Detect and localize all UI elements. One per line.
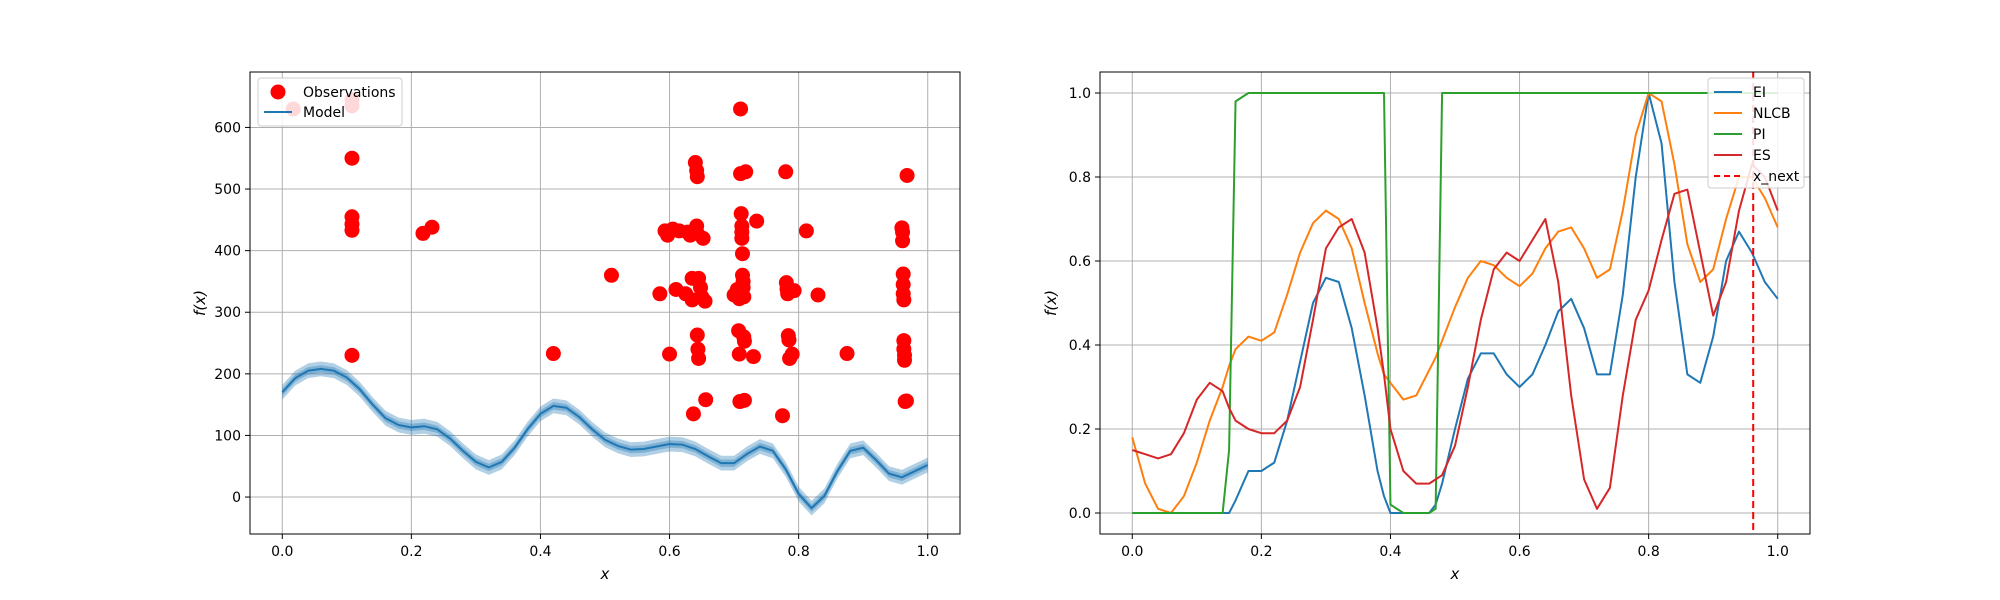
observation-point <box>691 350 707 366</box>
left-x-tick-label: 0.6 <box>658 544 680 560</box>
left-lines <box>281 367 929 510</box>
observation-point <box>545 346 561 362</box>
right-x-tick-label: 0.4 <box>1379 544 1401 560</box>
observation-point <box>344 150 360 166</box>
right-y-tick-label: 0.4 <box>1069 338 1091 354</box>
legend-observations-label: Observations <box>303 85 396 101</box>
right-plot-frame <box>1099 71 1811 535</box>
right-legend-box <box>1707 77 1805 189</box>
legend-x-next-label: x_next <box>1753 169 1800 185</box>
pi-line <box>1132 92 1778 514</box>
observation-point <box>689 327 705 343</box>
right-lines <box>1131 72 1779 534</box>
left-plot-frame <box>249 71 961 535</box>
left-y-tick-label: 200 <box>214 367 241 383</box>
observation-point <box>733 101 749 117</box>
left-y-axis-label: f(x) <box>191 290 209 316</box>
legend-nlcb-label: NLCB <box>1753 106 1791 122</box>
left-grid <box>250 72 960 534</box>
observation-point <box>749 213 765 229</box>
left-y-tick-label: 100 <box>214 428 241 444</box>
model-line <box>281 367 929 510</box>
left-x-tick-label: 0.4 <box>529 544 551 560</box>
observation-point <box>896 292 912 308</box>
observation-point <box>810 287 826 303</box>
right-x-axis-label: x <box>1450 565 1460 583</box>
observation-point <box>695 230 711 246</box>
left-x-tick-label: 0.2 <box>400 544 422 560</box>
right-x-tick-label: 0.8 <box>1638 544 1660 560</box>
right-y-tick-label: 0.8 <box>1069 170 1091 186</box>
right-ticks: 0.0 0.2 0.4 0.6 0.8 1.0 0.0 0.2 0.4 0.6 0.8 1.0 <box>1069 86 1789 560</box>
left-x-tick-label: 1.0 <box>917 544 939 560</box>
observation-point <box>895 233 911 249</box>
left-y-tick-label: 400 <box>214 244 241 260</box>
observation-point <box>781 332 797 348</box>
observation-point <box>736 333 752 349</box>
observation-point <box>798 223 814 239</box>
right-x-tick-label: 0.0 <box>1121 544 1143 560</box>
right-x-tick-label: 1.0 <box>1767 544 1789 560</box>
observation-point <box>736 392 752 408</box>
observation-point <box>786 283 802 299</box>
observations-legend-marker <box>270 84 286 100</box>
right-y-tick-label: 0.6 <box>1069 254 1091 270</box>
left-y-tick-label: 500 <box>214 182 241 198</box>
ei-line <box>1132 92 1779 514</box>
observation-point <box>733 206 749 222</box>
observation-point <box>736 289 752 305</box>
left-y-tick-label: 600 <box>214 120 241 136</box>
left-x-tick-label: 0.8 <box>788 544 810 560</box>
right-legend: EI NLCB PI ES x_next <box>1707 77 1805 189</box>
observation-point <box>344 222 360 238</box>
observation-point <box>899 167 915 183</box>
right-y-tick-label: 0.0 <box>1069 506 1091 522</box>
right-y-axis-label: f(x) <box>1042 290 1060 316</box>
observation-point <box>697 293 713 309</box>
observation-point <box>652 286 668 302</box>
observation-point <box>344 347 360 363</box>
right-y-tick-label: 1.0 <box>1069 86 1091 102</box>
left-y-tick-label: 0 <box>232 490 241 506</box>
observation-point <box>685 406 701 422</box>
right-chart-panel: 0.0 0.2 0.4 0.6 0.8 1.0 0.0 0.2 0.4 0.6 0.8 1.0 x f… <box>1042 71 1811 583</box>
observation-point <box>778 164 794 180</box>
right-x-tick-label: 0.2 <box>1250 544 1272 560</box>
observation-point <box>896 352 912 368</box>
es-line <box>1131 163 1779 510</box>
observation-point <box>662 346 678 362</box>
observation-point <box>898 393 914 409</box>
left-x-axis-label: x <box>600 565 610 583</box>
observation-point <box>839 346 855 362</box>
right-y-tick-label: 0.2 <box>1069 422 1091 438</box>
observation-point <box>698 392 714 408</box>
observation-point <box>731 346 747 362</box>
observation-point <box>784 346 800 362</box>
left-y-tick-label: 300 <box>214 305 241 321</box>
observation-point <box>734 230 750 246</box>
legend-pi-label: PI <box>1753 127 1766 143</box>
observation-point <box>424 219 440 235</box>
observation-point <box>745 349 761 365</box>
observation-point <box>603 267 619 283</box>
left-x-tick-label: 0.0 <box>271 544 293 560</box>
legend-model-label: Model <box>303 105 345 121</box>
legend-ei-label: EI <box>1753 85 1766 101</box>
left-legend-box <box>257 77 403 127</box>
observation-point <box>895 266 911 282</box>
observation-point <box>734 246 750 262</box>
right-x-tick-label: 0.6 <box>1508 544 1530 560</box>
observation-points <box>285 92 915 424</box>
left-legend: Observations Model <box>257 77 403 127</box>
legend-es-label: ES <box>1753 148 1771 164</box>
left-ticks: 0.0 0.2 0.4 0.6 0.8 1.0 0 100 200 300 400 500 600 <box>214 120 939 560</box>
observation-point <box>689 169 705 185</box>
observation-point <box>775 408 790 424</box>
observation-point <box>738 164 754 180</box>
